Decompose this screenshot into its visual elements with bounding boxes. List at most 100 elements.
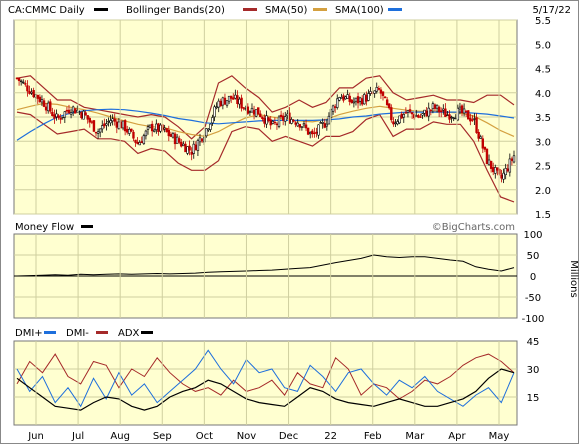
candle bbox=[19, 79, 23, 86]
candle-body bbox=[306, 127, 310, 135]
candle-body bbox=[167, 129, 171, 137]
adx-swatch bbox=[141, 331, 153, 334]
candle bbox=[504, 163, 507, 180]
candle-body bbox=[55, 113, 58, 118]
candle-body bbox=[471, 119, 474, 121]
candle-body bbox=[350, 99, 353, 103]
candle bbox=[205, 128, 208, 138]
candle-body bbox=[263, 118, 266, 124]
candle-body bbox=[286, 113, 289, 116]
candle-body bbox=[294, 122, 297, 125]
candle-body bbox=[184, 143, 187, 153]
candle bbox=[138, 140, 141, 146]
candle bbox=[242, 107, 245, 111]
candle-body bbox=[433, 104, 437, 109]
candle-body bbox=[489, 160, 493, 169]
candle bbox=[130, 128, 133, 133]
candle-body bbox=[379, 89, 383, 94]
candle-body bbox=[273, 121, 277, 124]
price-y-tick-label: 2.0 bbox=[535, 186, 551, 197]
candle-body bbox=[392, 121, 395, 125]
candle-body bbox=[331, 105, 335, 112]
candle-body bbox=[234, 94, 237, 99]
candle bbox=[225, 100, 229, 108]
candle-body bbox=[57, 115, 60, 118]
legend-swatch-sma50 bbox=[313, 8, 327, 11]
candle-body bbox=[377, 88, 381, 90]
money-flow-y-tick-label: 50 bbox=[527, 251, 540, 262]
candle-body bbox=[242, 107, 245, 109]
candle-body bbox=[338, 97, 341, 101]
candle-body bbox=[504, 168, 507, 176]
candle bbox=[338, 96, 341, 102]
legend-swatch-sma100 bbox=[388, 8, 402, 11]
candle-body bbox=[483, 146, 487, 150]
candle-body bbox=[38, 96, 42, 102]
candle-body bbox=[437, 106, 441, 113]
candle-body bbox=[123, 120, 127, 132]
candle bbox=[63, 111, 67, 123]
candle bbox=[42, 98, 46, 108]
candle bbox=[82, 110, 85, 120]
candle-body bbox=[298, 124, 302, 128]
candle-body bbox=[173, 133, 177, 145]
candle-body bbox=[425, 110, 428, 117]
candle-body bbox=[111, 118, 114, 122]
candle-body bbox=[290, 119, 293, 124]
candle-body bbox=[348, 95, 351, 102]
candle-body bbox=[388, 103, 391, 109]
candle-body bbox=[344, 96, 347, 100]
candle-body bbox=[462, 108, 466, 114]
x-tick-label: Aug bbox=[110, 431, 130, 442]
candle bbox=[26, 80, 29, 97]
money-flow-y-tick-label: -50 bbox=[525, 293, 541, 304]
candle-body bbox=[227, 95, 231, 102]
candle-body bbox=[296, 122, 299, 127]
candle-body bbox=[61, 116, 64, 119]
candle bbox=[196, 138, 200, 157]
candle-body bbox=[178, 138, 181, 143]
candle bbox=[350, 99, 353, 104]
candle bbox=[146, 124, 150, 135]
candle-body bbox=[84, 112, 87, 116]
candle bbox=[471, 115, 474, 122]
candle bbox=[477, 129, 480, 142]
candle-body bbox=[211, 117, 214, 124]
candle bbox=[450, 115, 453, 123]
candle bbox=[292, 118, 295, 123]
candle bbox=[67, 104, 71, 115]
candle-body bbox=[188, 145, 191, 151]
money-flow-grid bbox=[14, 254, 517, 298]
candle-body bbox=[209, 123, 212, 130]
candle bbox=[167, 125, 171, 142]
price-y-tick-label: 3.5 bbox=[535, 113, 551, 124]
candle bbox=[402, 112, 405, 123]
candle bbox=[105, 119, 108, 131]
candle-body bbox=[15, 77, 19, 80]
dmi-y-tick-label: 30 bbox=[527, 365, 540, 376]
candle bbox=[444, 103, 447, 117]
candle-body bbox=[492, 167, 495, 173]
candle-body bbox=[510, 158, 514, 161]
candle bbox=[113, 113, 116, 126]
legend-bollinger: Bollinger Bands(20) bbox=[126, 5, 225, 16]
candle-body bbox=[402, 114, 405, 118]
x-tick-label: Jun bbox=[27, 431, 44, 442]
watermark: ©BigCharts.com bbox=[432, 222, 515, 233]
dmi-y-tick-label: 15 bbox=[527, 393, 540, 404]
candle bbox=[419, 113, 422, 119]
x-tick-label: Sep bbox=[153, 431, 172, 442]
candle-body bbox=[155, 123, 158, 130]
candle bbox=[259, 110, 262, 118]
candle-body bbox=[259, 113, 262, 118]
candle-body bbox=[327, 115, 331, 125]
candle bbox=[388, 103, 391, 110]
candle-body bbox=[321, 122, 324, 124]
candle-body bbox=[246, 106, 250, 114]
candle-body bbox=[315, 131, 318, 134]
candle-body bbox=[375, 87, 378, 92]
candle-body bbox=[24, 83, 27, 85]
symbol-title: CA:CMMC Daily bbox=[8, 5, 85, 16]
price-candles bbox=[15, 77, 516, 184]
